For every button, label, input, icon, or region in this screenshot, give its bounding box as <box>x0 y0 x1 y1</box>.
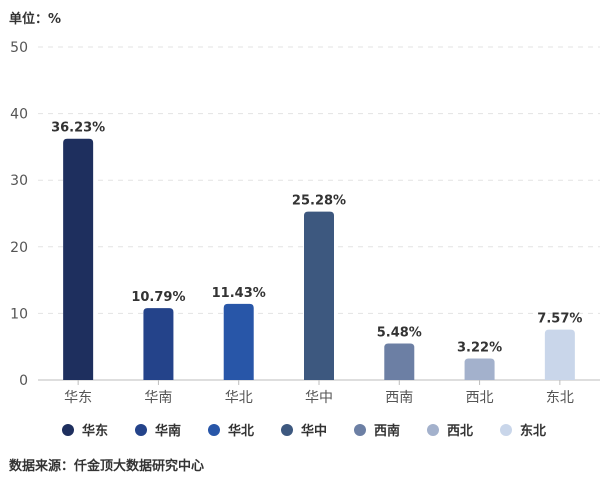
bar-6 <box>464 358 495 380</box>
bar-2 <box>143 308 174 380</box>
data-label: 25.28% <box>292 194 346 209</box>
legend-label: 华北 <box>228 424 255 439</box>
legend-swatch <box>62 423 74 436</box>
x-tick-label: 东北 <box>546 390 574 406</box>
y-tick-label: 40 <box>10 107 28 123</box>
legend-swatch <box>281 423 293 436</box>
legend-label: 华南 <box>155 424 182 439</box>
data-source-note: 数据来源：仟金顶大数据研究中心 <box>9 459 205 474</box>
y-tick-label: 30 <box>10 173 28 189</box>
y-tick-label: 20 <box>10 240 28 256</box>
legend-swatch <box>500 423 512 436</box>
unit-label: 单位：% <box>9 12 62 27</box>
y-tick-label: 10 <box>10 306 28 322</box>
data-label: 7.57% <box>537 312 582 327</box>
x-tick-label: 华中 <box>305 390 333 406</box>
bar-5 <box>384 343 415 380</box>
bar-4 <box>304 211 334 380</box>
legend-label: 华中 <box>301 424 328 439</box>
x-tick-label: 华南 <box>144 390 172 406</box>
legend-label: 华东 <box>82 424 109 439</box>
x-tick-label: 华北 <box>225 390 253 406</box>
x-tick-label: 西南 <box>385 390 413 406</box>
bar-chart: 0 10 20 30 40 50 36.23% 华东 10.79% 华南 11.43% 华北 25.28… <box>10 40 600 406</box>
legend-swatch <box>135 423 147 436</box>
bar-7 <box>544 329 575 380</box>
legend-item: 华东 <box>62 420 135 439</box>
data-label: 11.43% <box>212 286 266 301</box>
y-tick-label: 0 <box>19 373 28 389</box>
legend-item: 华南 <box>135 420 208 439</box>
legend-item: 东北 <box>500 420 573 439</box>
legend-swatch <box>427 423 439 436</box>
legend-label: 东北 <box>520 424 547 439</box>
legend-swatch <box>354 423 366 436</box>
bar-1 <box>63 138 94 380</box>
legend-item: 华中 <box>281 420 354 439</box>
legend-label: 西南 <box>374 424 401 439</box>
legend-label: 西北 <box>447 424 474 439</box>
data-label: 5.48% <box>377 326 422 341</box>
data-label: 36.23% <box>51 121 105 136</box>
y-tick-label: 50 <box>10 40 28 56</box>
data-label: 3.22% <box>457 341 502 356</box>
x-tick-label: 华东 <box>64 390 92 406</box>
legend-item: 华北 <box>208 420 281 439</box>
data-label: 10.79% <box>131 290 185 305</box>
chart-legend: 华东 华南 华北 华中 西南 西北 东北 <box>62 420 573 439</box>
bar-3 <box>223 303 254 380</box>
legend-item: 西南 <box>354 420 427 439</box>
legend-item: 西北 <box>427 420 500 439</box>
x-tick-label: 西北 <box>466 390 494 406</box>
legend-swatch <box>208 423 220 436</box>
